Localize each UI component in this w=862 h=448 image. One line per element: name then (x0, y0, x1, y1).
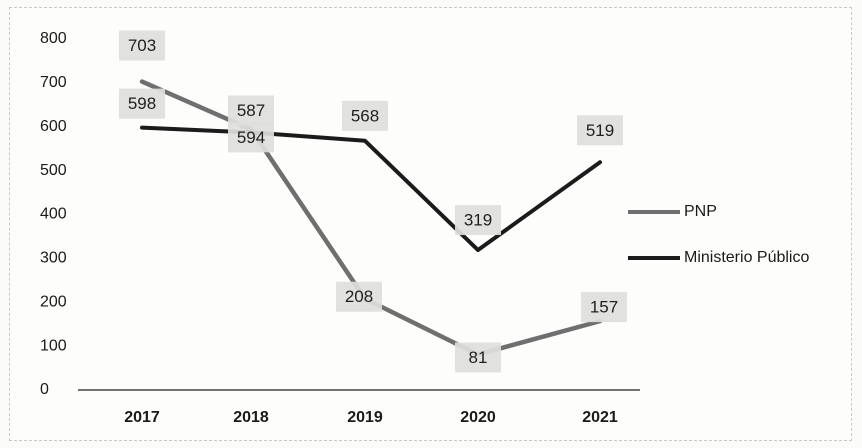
y-tick-label-500: 500 (40, 162, 67, 179)
data-label-pnp-2019: 208 (345, 287, 373, 306)
x-tick-label-2020: 2020 (460, 409, 496, 426)
legend-label-0: PNP (684, 203, 717, 220)
data-label-box-0-0 (119, 30, 165, 61)
y-tick-label-800: 800 (40, 30, 67, 47)
data-label-box-0-3 (455, 342, 501, 373)
data-label-ministerio-público-2019: 568 (351, 106, 379, 125)
series-line-ministerio-público (140, 125, 602, 253)
data-label-box-1-0 (119, 88, 165, 119)
y-tick-label-100: 100 (40, 337, 67, 354)
data-label-ministerio-público-2020: 319 (464, 211, 492, 230)
y-tick-label-300: 300 (40, 250, 67, 267)
data-label-box-0-2 (336, 281, 382, 312)
data-label-pnp-2021: 157 (590, 298, 618, 317)
data-label-box-1-1 (228, 95, 274, 126)
data-label-ministerio-público-2017: 598 (128, 94, 156, 113)
x-tick-label-2018: 2018 (233, 409, 269, 426)
x-tick-label-2017: 2017 (124, 409, 160, 426)
chart-frame (9, 7, 852, 441)
data-label-pnp-2017: 703 (128, 36, 156, 55)
y-tick-label-700: 700 (40, 74, 67, 91)
data-label-box-1-2 (342, 100, 388, 131)
data-label-pnp-2018: 594 (237, 128, 265, 147)
y-tick-label-400: 400 (40, 206, 67, 223)
data-label-box-0-1 (228, 122, 274, 153)
y-tick-label-0: 0 (40, 381, 49, 398)
data-label-pnp-2020: 81 (469, 348, 488, 367)
data-label-box-1-3 (455, 205, 501, 236)
data-label-ministerio-público-2021: 519 (586, 121, 614, 140)
data-label-ministerio-público-2018: 587 (237, 101, 265, 120)
x-tick-label-2021: 2021 (582, 409, 618, 426)
legend-label-1: Ministerio Público (684, 249, 809, 266)
data-label-box-0-4 (581, 292, 627, 323)
y-tick-label-600: 600 (40, 118, 67, 135)
data-label-box-1-4 (577, 115, 623, 146)
x-tick-label-2019: 2019 (347, 409, 383, 426)
y-tick-label-200: 200 (40, 293, 67, 310)
